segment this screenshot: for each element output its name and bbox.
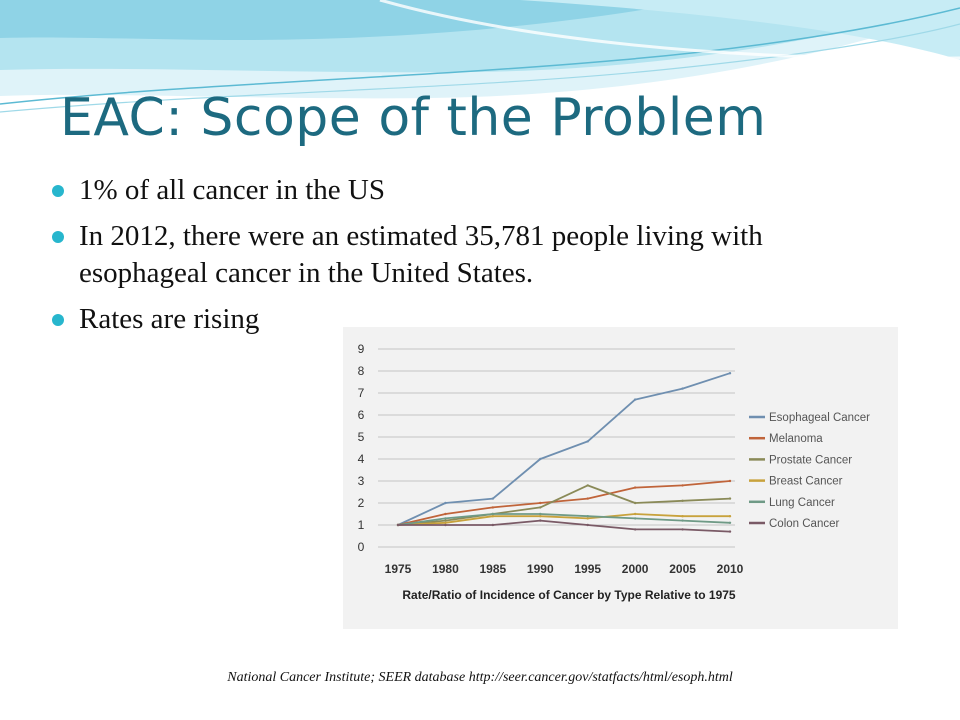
y-tick-label: 7 [358, 386, 365, 400]
data-point [444, 517, 447, 520]
series-line [397, 480, 731, 526]
data-point [444, 523, 447, 527]
data-point [539, 501, 542, 505]
y-tick-label: 2 [358, 496, 365, 510]
x-tick-label: 2010 [717, 562, 744, 576]
data-point [491, 506, 495, 509]
y-tick-label: 6 [358, 408, 365, 422]
data-point [728, 479, 732, 483]
data-point [586, 523, 589, 527]
data-point [728, 530, 732, 533]
data-point [444, 519, 447, 522]
data-point [491, 497, 495, 500]
bullet-dot-icon [52, 314, 64, 326]
data-point [633, 398, 637, 401]
data-point [491, 515, 495, 518]
data-point [396, 523, 400, 527]
data-point [586, 515, 589, 518]
data-point [491, 512, 495, 516]
series-line [397, 513, 731, 526]
x-axis-title: Rate/Ratio of Incidence of Cancer by Typ… [402, 588, 736, 602]
bullet-list: 1% of all cancer in the US In 2012, ther… [52, 172, 872, 347]
data-point [681, 499, 684, 502]
data-point [681, 387, 684, 390]
legend-label: Colon Cancer [769, 518, 839, 530]
bullet-item: 1% of all cancer in the US [52, 172, 872, 209]
x-tick-label: 1975 [385, 562, 412, 576]
bullet-item: In 2012, there were an estimated 35,781 … [52, 218, 872, 292]
data-point [444, 501, 447, 505]
y-tick-label: 1 [358, 518, 365, 532]
data-point [444, 521, 447, 524]
legend-label: Prostate Cancer [769, 454, 852, 466]
data-point [586, 484, 589, 487]
x-tick-label: 1980 [432, 562, 459, 576]
bullet-text: In 2012, there were an estimated 35,781 … [79, 220, 763, 289]
chart-canvas: 0 1 2 3 4 5 6 7 8 9 1975 1980 1985 1990 1995 2000 2005 20… [358, 342, 871, 602]
data-point [681, 515, 684, 518]
bullet-text: Rates are rising [79, 303, 260, 335]
data-point [728, 515, 732, 518]
x-tick-label: 1990 [527, 562, 554, 576]
data-point [633, 517, 637, 520]
data-point [633, 512, 637, 516]
data-point [728, 497, 732, 500]
data-point [681, 528, 684, 531]
bullet-dot-icon [52, 231, 64, 243]
bullet-item: Rates are rising [52, 301, 872, 338]
data-point [539, 519, 542, 522]
series-line [397, 372, 731, 526]
x-tick-label: 2000 [622, 562, 649, 576]
series-line [397, 484, 731, 526]
x-tick-label: 1995 [574, 562, 601, 576]
data-point [728, 372, 732, 375]
y-tick-label: 3 [358, 474, 365, 488]
incidence-chart: 0 1 2 3 4 5 6 7 8 9 1975 1980 1985 1990 1995 2000 2005 20… [343, 327, 898, 629]
legend-label: Lung Cancer [769, 497, 835, 509]
x-tick-label: 1985 [480, 562, 507, 576]
source-citation: National Cancer Institute; SEER database… [227, 670, 733, 685]
legend-label: Esophageal Cancer [769, 412, 870, 424]
data-point [586, 517, 589, 520]
x-tick-label: 2005 [669, 562, 696, 576]
data-point [633, 501, 637, 505]
legend-label: Melanoma [769, 433, 823, 445]
data-point [728, 521, 732, 524]
data-point [491, 523, 495, 527]
y-tick-label: 9 [358, 342, 365, 356]
series-line [397, 513, 730, 526]
header-wave-decoration [0, 0, 960, 113]
data-point [539, 506, 542, 509]
data-point [444, 512, 447, 516]
data-point [633, 528, 637, 531]
data-point [681, 519, 684, 522]
data-point [633, 486, 637, 489]
bullet-dot-icon [52, 185, 64, 197]
data-point [539, 515, 542, 518]
y-tick-label: 5 [358, 430, 365, 444]
series-line [398, 519, 731, 533]
data-point [681, 484, 684, 487]
bullet-text: 1% of all cancer in the US [79, 174, 386, 206]
y-tick-label: 8 [358, 364, 365, 378]
slide-title: EAC: Scope of the Problem [60, 88, 767, 148]
data-point [539, 512, 542, 516]
legend-label: Breast Cancer [769, 476, 843, 488]
data-point [539, 457, 542, 461]
y-tick-label: 4 [358, 452, 365, 466]
data-point [586, 440, 589, 443]
data-point [586, 497, 589, 500]
y-tick-label: 0 [358, 540, 365, 554]
